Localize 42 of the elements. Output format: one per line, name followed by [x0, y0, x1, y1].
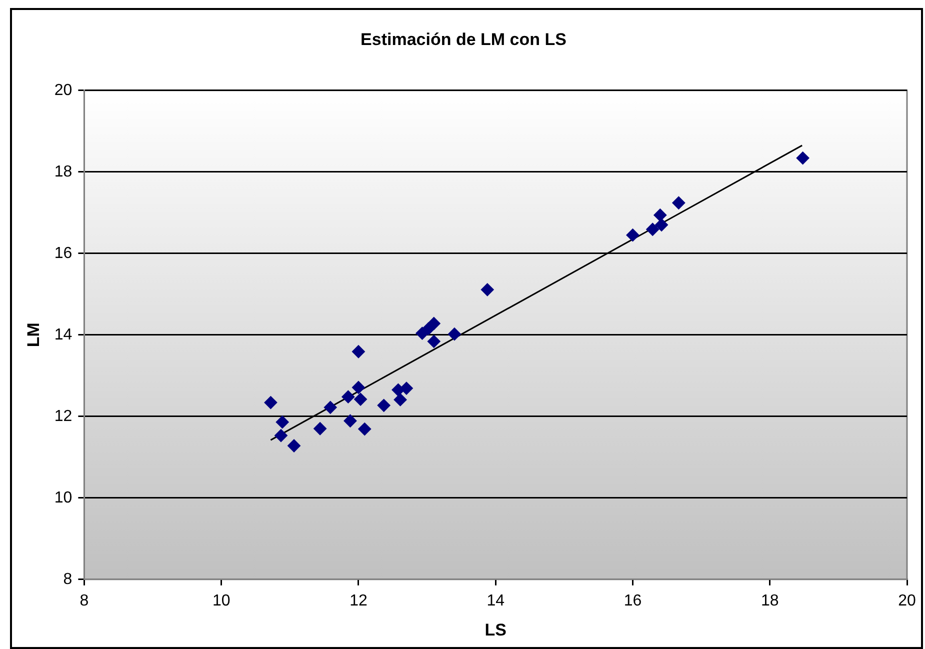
point — [655, 218, 668, 232]
point — [480, 283, 494, 296]
point — [448, 328, 461, 341]
point — [796, 152, 810, 165]
y-tick-label: 16 — [54, 244, 72, 262]
y-tick-label: 8 — [63, 570, 72, 588]
point — [342, 390, 355, 404]
point — [654, 208, 667, 222]
x-tick-label: 10 — [212, 592, 230, 610]
y-tick-label: 12 — [54, 408, 72, 425]
point — [672, 196, 686, 210]
point — [276, 416, 289, 429]
point — [394, 393, 407, 406]
x-tick-label: 12 — [350, 592, 368, 610]
y-axis-title: LM — [24, 322, 43, 348]
y-tick-label: 14 — [54, 326, 72, 344]
point — [274, 429, 288, 442]
y-tick-label: 18 — [54, 163, 72, 180]
point — [646, 222, 660, 236]
point — [288, 439, 301, 452]
point — [344, 414, 357, 428]
point — [377, 398, 390, 412]
chart-title: Estimación de LM con LS — [360, 30, 566, 49]
point — [352, 380, 365, 394]
x-tick-label: 16 — [624, 592, 642, 610]
point — [314, 422, 327, 436]
point — [324, 400, 337, 414]
point — [400, 382, 413, 395]
x-tick-label: 14 — [486, 592, 505, 610]
point — [264, 396, 278, 410]
x-tick-label: 20 — [898, 592, 916, 610]
x-axis-title: LS — [484, 620, 506, 640]
y-tick-label: 20 — [54, 82, 72, 99]
y-tick-label: 10 — [54, 489, 72, 506]
point — [358, 422, 372, 436]
point — [354, 392, 368, 406]
point — [427, 316, 440, 330]
point — [626, 228, 640, 242]
point — [352, 345, 365, 358]
x-tick-label: 18 — [760, 592, 779, 610]
point — [427, 334, 440, 348]
x-tick-label: 8 — [80, 592, 89, 610]
